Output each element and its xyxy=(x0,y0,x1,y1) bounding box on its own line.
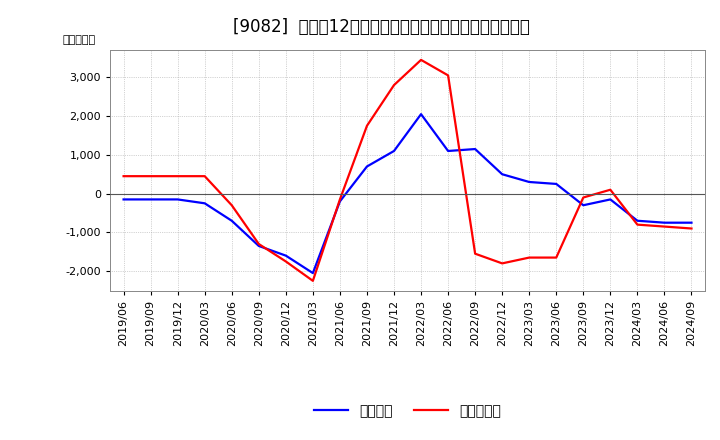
当期純利益 xyxy=(444,73,452,78)
経常利益 xyxy=(309,271,318,276)
Text: （百万円）: （百万円） xyxy=(63,35,96,45)
当期純利益 xyxy=(525,255,534,260)
Line: 経常利益: 経常利益 xyxy=(124,114,691,273)
経常利益 xyxy=(606,197,615,202)
経常利益 xyxy=(687,220,696,225)
Line: 当期純利益: 当期純利益 xyxy=(124,60,691,281)
Legend: 経常利益, 当期純利益: 経常利益, 当期純利益 xyxy=(308,398,507,424)
経常利益 xyxy=(363,164,372,169)
経常利益 xyxy=(254,243,263,249)
経常利益 xyxy=(120,197,128,202)
経常利益 xyxy=(552,181,561,187)
経常利益 xyxy=(200,201,209,206)
経常利益 xyxy=(417,111,426,117)
当期純利益 xyxy=(552,255,561,260)
経常利益 xyxy=(282,253,290,258)
経常利益 xyxy=(174,197,182,202)
当期純利益 xyxy=(606,187,615,192)
当期純利益 xyxy=(390,82,398,88)
当期純利益 xyxy=(120,173,128,179)
当期純利益 xyxy=(660,224,669,229)
当期純利益 xyxy=(200,173,209,179)
当期純利益 xyxy=(282,259,290,264)
経常利益 xyxy=(660,220,669,225)
当期純利益 xyxy=(498,261,506,266)
当期純利益 xyxy=(471,251,480,257)
経常利益 xyxy=(228,218,236,224)
Text: [9082]  利益の12か月移動合計の対前年同期増減額の推移: [9082] 利益の12か月移動合計の対前年同期増減額の推移 xyxy=(233,18,530,36)
経常利益 xyxy=(498,172,506,177)
当期純利益 xyxy=(254,242,263,247)
当期純利益 xyxy=(146,173,155,179)
当期純利益 xyxy=(174,173,182,179)
当期純利益 xyxy=(633,222,642,227)
経常利益 xyxy=(444,148,452,154)
当期純利益 xyxy=(363,123,372,128)
当期純利益 xyxy=(579,195,588,200)
経常利益 xyxy=(525,180,534,185)
当期純利益 xyxy=(417,57,426,62)
経常利益 xyxy=(633,218,642,224)
経常利益 xyxy=(579,202,588,208)
経常利益 xyxy=(390,148,398,154)
当期純利益 xyxy=(336,197,344,202)
経常利益 xyxy=(146,197,155,202)
経常利益 xyxy=(336,199,344,204)
当期純利益 xyxy=(309,278,318,283)
経常利益 xyxy=(471,147,480,152)
当期純利益 xyxy=(687,226,696,231)
当期純利益 xyxy=(228,202,236,208)
